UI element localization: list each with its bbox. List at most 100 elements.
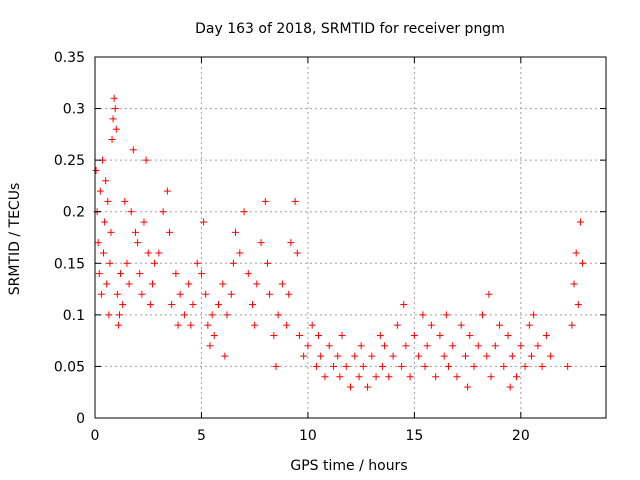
x-tick-label: 15: [405, 428, 423, 444]
data-point: [210, 331, 218, 339]
data-point: [315, 331, 323, 339]
data-point: [398, 362, 406, 370]
data-point: [470, 362, 478, 370]
data-point: [148, 280, 156, 288]
y-axis-label: SRMTID / TECUs: [7, 183, 23, 296]
data-point: [249, 301, 257, 309]
data-point: [312, 362, 320, 370]
data-point: [257, 239, 265, 247]
data-point: [189, 301, 197, 309]
data-point: [527, 352, 535, 360]
data-point: [106, 259, 114, 267]
data-point: [221, 352, 229, 360]
data-point: [357, 342, 365, 350]
x-axis-label: GPS time / hours: [290, 458, 407, 474]
data-point: [174, 321, 182, 329]
x-tick-label: 0: [91, 428, 100, 444]
data-point: [402, 342, 410, 350]
data-point: [479, 311, 487, 319]
data-point: [342, 362, 350, 370]
data-point: [214, 301, 222, 309]
data-point: [491, 342, 499, 350]
data-point: [334, 352, 342, 360]
data-point: [236, 249, 244, 257]
data-point: [263, 259, 271, 267]
data-point: [109, 115, 117, 123]
data-point: [163, 187, 171, 195]
data-point: [372, 373, 380, 381]
data-point: [166, 228, 174, 236]
data-point: [251, 321, 259, 329]
data-point: [287, 239, 295, 247]
data-point: [466, 331, 474, 339]
data-point: [155, 249, 163, 257]
data-point: [123, 259, 131, 267]
data-point: [176, 290, 184, 298]
data-point: [385, 373, 393, 381]
data-point: [389, 352, 397, 360]
data-point: [464, 383, 472, 391]
data-point: [338, 331, 346, 339]
data-point: [253, 280, 261, 288]
data-point: [185, 280, 193, 288]
data-point: [461, 352, 469, 360]
data-point: [440, 352, 448, 360]
data-point: [138, 290, 146, 298]
data-point: [261, 197, 269, 205]
data-point: [521, 362, 529, 370]
data-point: [295, 331, 303, 339]
data-point: [100, 249, 108, 257]
data-point: [538, 362, 546, 370]
data-point: [232, 228, 240, 236]
data-point: [240, 208, 248, 216]
data-point: [530, 311, 538, 319]
data-point: [94, 239, 102, 247]
data-point: [159, 208, 167, 216]
data-point: [406, 373, 414, 381]
data-point: [144, 249, 152, 257]
data-point: [146, 301, 154, 309]
data-point: [444, 362, 452, 370]
x-tick-label: 10: [299, 428, 317, 444]
data-point: [393, 321, 401, 329]
data-point: [200, 218, 208, 226]
x-tick-label: 20: [512, 428, 530, 444]
data-point: [278, 280, 286, 288]
axis-ticks: 0 5 10 15 20 0 0.05 0.1 0.15 0.2 0.25 0.3 0.35: [54, 50, 606, 444]
data-point: [104, 197, 112, 205]
data-point: [368, 352, 376, 360]
data-point: [496, 321, 504, 329]
data-point: [547, 352, 555, 360]
data-point: [113, 290, 121, 298]
data-point: [202, 290, 210, 298]
data-point: [206, 342, 214, 350]
data-point: [136, 270, 144, 278]
data-point: [121, 197, 129, 205]
data-point: [419, 311, 427, 319]
data-point: [172, 270, 180, 278]
data-point: [197, 270, 205, 278]
y-tick-label: 0.05: [54, 359, 85, 375]
y-tick-label: 0.2: [63, 205, 85, 221]
data-point: [140, 218, 148, 226]
data-point: [129, 146, 137, 154]
data-point: [453, 373, 461, 381]
data-point: [504, 331, 512, 339]
data-point: [423, 342, 431, 350]
data-point: [574, 301, 582, 309]
data-point: [125, 280, 133, 288]
data-point: [457, 321, 465, 329]
data-point: [347, 383, 354, 391]
data-point: [317, 352, 325, 360]
data-point: [223, 311, 231, 319]
plot-frame: [94, 56, 607, 419]
data-point: [103, 280, 111, 288]
data-point: [92, 166, 100, 174]
data-point: [274, 311, 282, 319]
data-point: [517, 342, 525, 350]
data-point: [112, 125, 120, 133]
data-point: [500, 362, 508, 370]
data-point: [474, 342, 482, 350]
data-point: [244, 270, 252, 278]
data-point: [325, 342, 333, 350]
